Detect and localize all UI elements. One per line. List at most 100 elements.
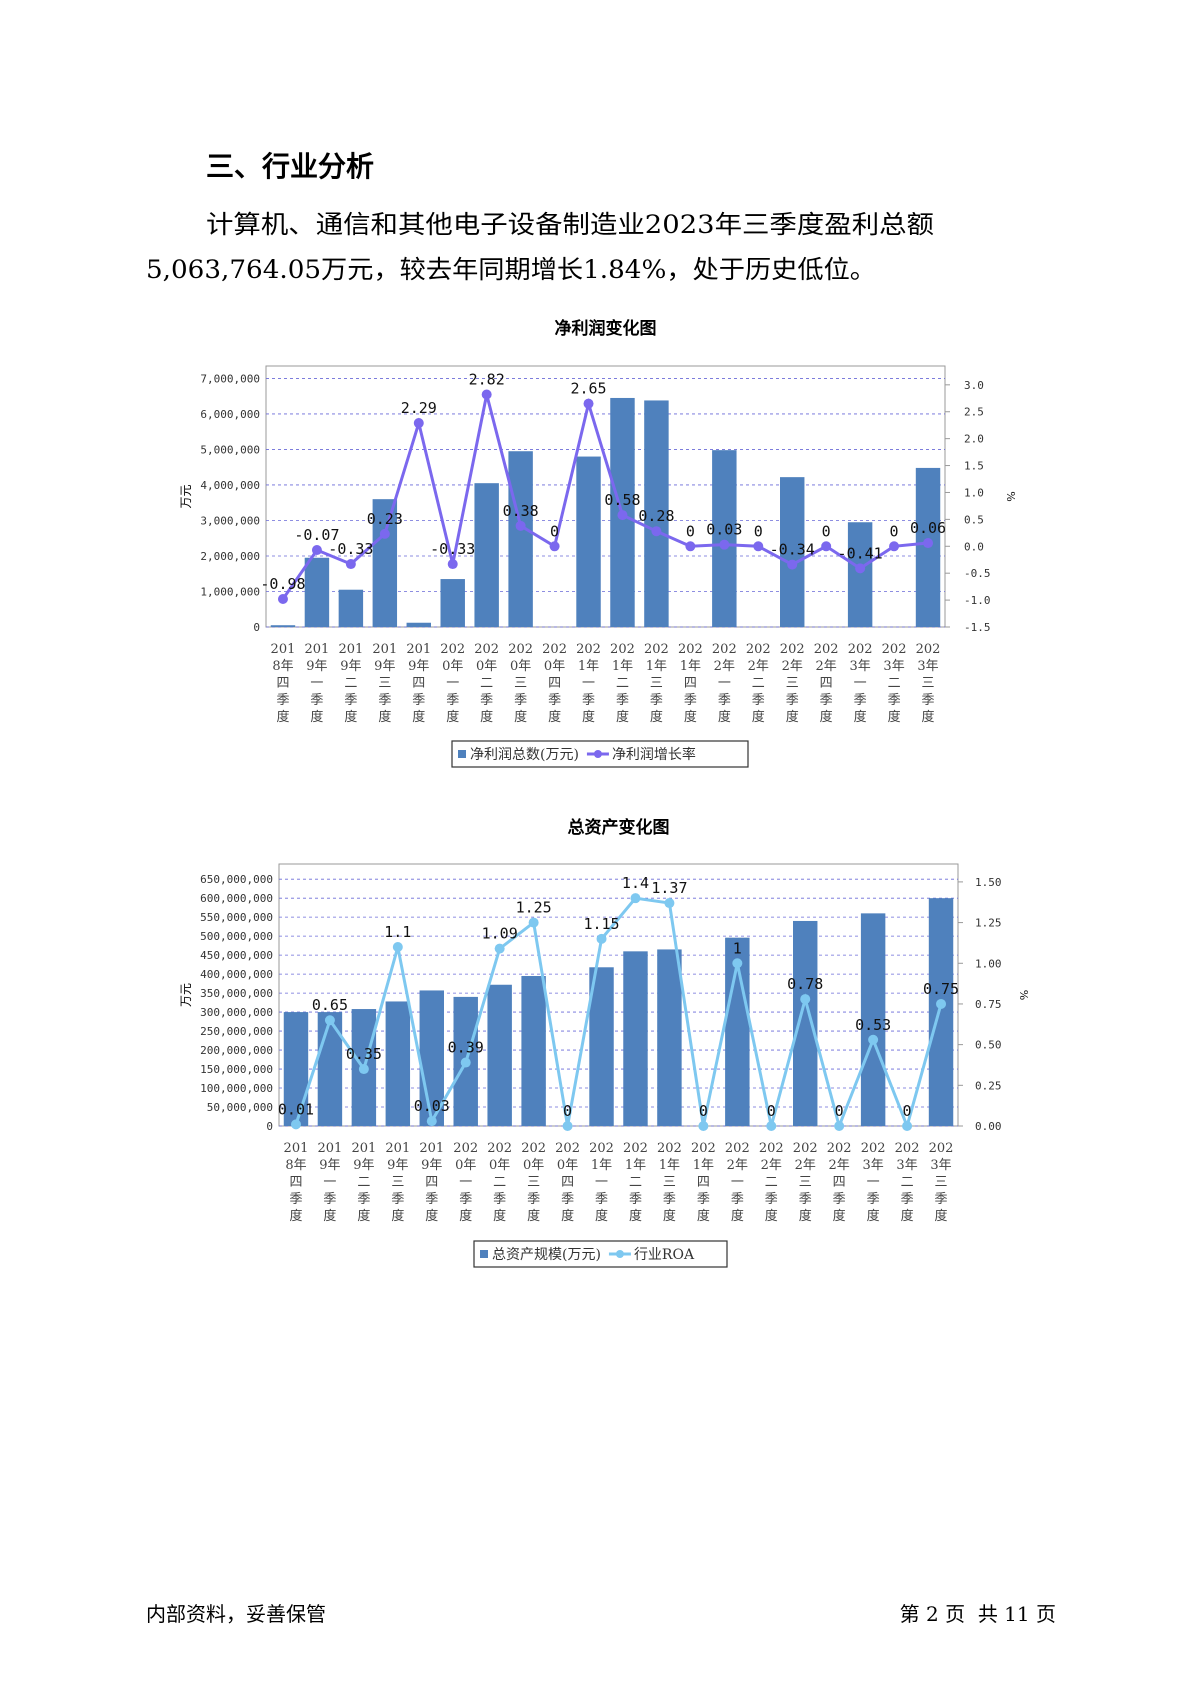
data-label: 0.65	[312, 996, 348, 1014]
data-label: 0.03	[414, 1097, 450, 1115]
point	[766, 1121, 777, 1131]
point	[426, 1116, 437, 1127]
x-tick-label: 201 9年一季度	[305, 642, 330, 725]
point	[936, 998, 947, 1009]
point	[277, 594, 288, 605]
x-tick-label: 202 2年一季度	[725, 1141, 750, 1224]
data-label: -0.33	[328, 540, 373, 558]
data-label: 2.82	[469, 371, 505, 389]
point	[698, 1121, 709, 1131]
point	[834, 1121, 845, 1131]
x-tick-label: 202 1年二季度	[623, 1141, 648, 1224]
point	[596, 933, 607, 944]
y-tick-label: 7,000,000	[200, 372, 260, 385]
data-label: 0.39	[448, 1039, 484, 1057]
x-tick-label: 202 3年二季度	[895, 1141, 920, 1224]
bar	[508, 451, 533, 627]
data-label: 0.06	[910, 519, 946, 537]
point	[685, 541, 696, 552]
legend-label: 总资产规模(万元)	[492, 1247, 601, 1263]
data-label: 0.78	[787, 975, 823, 993]
data-label: 0.01	[278, 1100, 314, 1118]
x-tick-label: 202 1年四季度	[691, 1141, 716, 1224]
y-tick-label: 1,000,000	[200, 585, 260, 598]
chart-title: 总资产变化图	[568, 817, 670, 838]
y2-tick-label: 0.25	[975, 1079, 1002, 1092]
data-label: 2.65	[570, 380, 606, 398]
y2-tick-label: -1.0	[964, 594, 991, 607]
x-tick-label: 202 1年四季度	[678, 642, 703, 725]
point	[855, 563, 866, 574]
bar	[372, 499, 398, 627]
y2-tick-label: 2.5	[964, 406, 984, 419]
data-label: 0.35	[346, 1045, 382, 1063]
y-tick-label: 500,000,000	[200, 930, 273, 943]
x-tick-label: 202 0年一季度	[453, 1141, 478, 1224]
bar	[406, 622, 431, 627]
point	[651, 526, 662, 537]
point	[311, 545, 322, 556]
point	[392, 941, 403, 952]
y2-tick-label: 1.00	[975, 957, 1002, 970]
x-tick-label: 202 3年三季度	[916, 642, 941, 725]
data-label: -0.34	[770, 541, 815, 559]
x-tick-label: 201 9年二季度	[338, 642, 363, 725]
point	[719, 539, 730, 550]
bar	[419, 990, 444, 1126]
x-tick-label: 201 9年一季度	[318, 1141, 343, 1224]
data-label: 0	[754, 522, 763, 540]
x-tick-label: 202 3年一季度	[848, 642, 873, 725]
y-tick-label: 550,000,000	[200, 911, 273, 924]
point	[528, 917, 539, 928]
y-tick-label: 400,000,000	[200, 968, 273, 981]
x-tick-label: 202 0年四季度	[542, 642, 567, 725]
data-label: 0.38	[503, 502, 539, 520]
x-tick-label: 201 9年四季度	[419, 1141, 444, 1224]
point	[345, 559, 356, 570]
y-tick-label: 350,000,000	[200, 987, 273, 1000]
y-tick-label: 4,000,000	[200, 479, 260, 492]
data-label: 0	[767, 1102, 776, 1120]
y-tick-label: 5,000,000	[200, 443, 260, 456]
data-label: 0	[699, 1102, 708, 1120]
bar	[283, 1012, 309, 1126]
y2-tick-label: 0.0	[964, 540, 984, 553]
bar	[487, 984, 512, 1126]
point	[460, 1057, 471, 1068]
x-tick-label: 202 2年四季度	[827, 1141, 852, 1224]
y-tick-label: 200,000,000	[200, 1044, 273, 1057]
plot-frame	[278, 863, 959, 1127]
bar	[623, 951, 648, 1126]
x-tick-label: 201 9年三季度	[372, 642, 397, 725]
data-label: 1	[733, 939, 742, 957]
point	[630, 893, 641, 904]
bar	[793, 920, 818, 1126]
y-axis-label: 万元	[179, 484, 193, 508]
footer-left: 内部资料，妥善保管	[146, 1602, 326, 1626]
x-tick-label: 202 1年三季度	[644, 642, 669, 725]
data-label: 0	[550, 522, 559, 540]
point	[562, 1121, 573, 1131]
x-tick-label: 202 0年四季度	[555, 1141, 580, 1224]
y2-tick-label: 2.0	[964, 433, 984, 446]
y2-tick-label: 0.75	[975, 998, 1002, 1011]
legend-label: 净利润总数(万元)	[470, 747, 579, 763]
legend-label: 净利润增长率	[612, 746, 696, 763]
data-label: 0	[563, 1102, 572, 1120]
y-tick-label: 450,000,000	[200, 949, 273, 962]
point	[664, 898, 675, 909]
x-tick-label: 201 9年二季度	[351, 1141, 376, 1224]
bar	[385, 1001, 411, 1126]
x-tick-label: 202 3年三季度	[929, 1141, 954, 1224]
plot-frame	[265, 365, 946, 628]
point	[732, 958, 743, 969]
point	[324, 1015, 335, 1026]
bar	[928, 898, 954, 1126]
data-label: 1.1	[384, 923, 411, 941]
y2-tick-label: 1.0	[964, 486, 984, 499]
legend-swatch	[458, 750, 466, 758]
data-label: 1.25	[516, 899, 552, 917]
data-label: 0	[890, 522, 899, 540]
bar	[860, 913, 886, 1126]
